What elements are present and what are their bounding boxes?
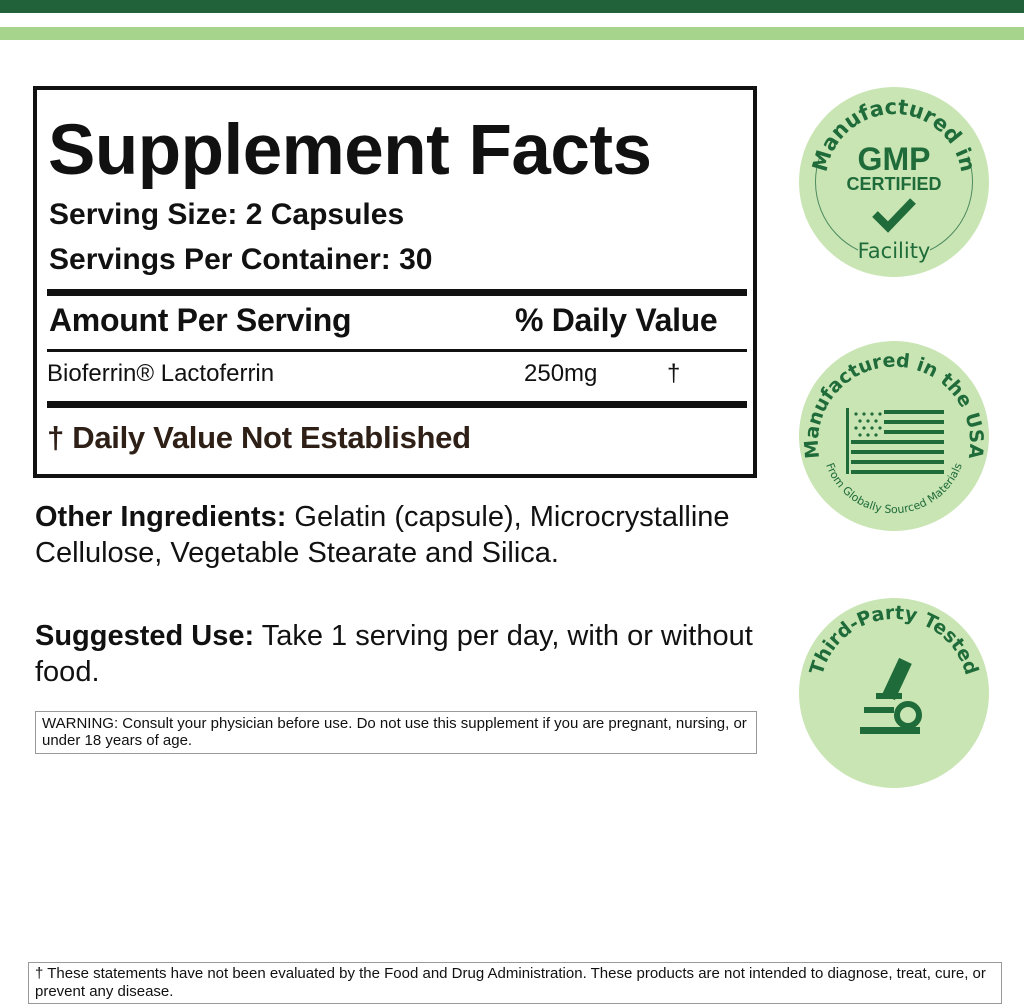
- made-in-usa-badge: Manufactured in the USA From Globally So…: [799, 341, 989, 531]
- ingredient-dv: †: [667, 360, 681, 387]
- third-party-tested-badge: Third-Party Tested: [799, 598, 989, 788]
- other-ingredients-text: Gelatin (capsule), Microcrystalline Cell…: [35, 501, 730, 569]
- gmp-bottom-text: Facility: [858, 239, 931, 263]
- panel-title: Supplement Facts: [48, 111, 652, 190]
- us-flag-icon: [846, 408, 944, 474]
- thin-divider: [47, 349, 747, 352]
- checkmark-icon: [872, 198, 916, 233]
- amount-per-serving-header: Amount Per Serving: [49, 302, 352, 338]
- thick-divider: [47, 401, 747, 408]
- fda-disclaimer: † These statements have not been evaluat…: [28, 962, 1002, 1004]
- daily-value-note: † Daily Value Not Established: [47, 420, 471, 455]
- other-ingredients: Other Ingredients: Gelatin (capsule), Mi…: [35, 499, 755, 571]
- ingredient-amount: 250mg: [524, 360, 598, 387]
- supplement-facts-panel: Supplement Facts Serving Size: 2 Capsule…: [33, 86, 757, 478]
- gmp-certified-badge: Manufactured in GMP CERTIFIED Facility: [799, 87, 989, 277]
- daily-value-header: % Daily Value: [515, 302, 718, 338]
- ingredient-name: Bioferrin® Lactoferrin: [47, 360, 275, 387]
- suggested-use-text: Take 1 serving per day, with or without …: [35, 620, 753, 688]
- suggested-use: Suggested Use: Take 1 serving per day, w…: [35, 618, 755, 690]
- microscope-icon: [860, 657, 922, 734]
- suggested-use-label: Suggested Use:: [35, 620, 255, 652]
- other-ingredients-label: Other Ingredients:: [35, 501, 287, 533]
- gmp-sub-text: CERTIFIED: [846, 174, 941, 194]
- thick-divider: [47, 289, 747, 296]
- servings-per-container: Servings Per Container: 30: [49, 243, 433, 276]
- warning-box: WARNING: Consult your physician before u…: [35, 711, 757, 754]
- top-dark-stripe: [0, 0, 1024, 13]
- top-light-stripe: [0, 27, 1024, 40]
- gmp-main-text: GMP: [858, 141, 931, 177]
- serving-size: Serving Size: 2 Capsules: [49, 198, 405, 231]
